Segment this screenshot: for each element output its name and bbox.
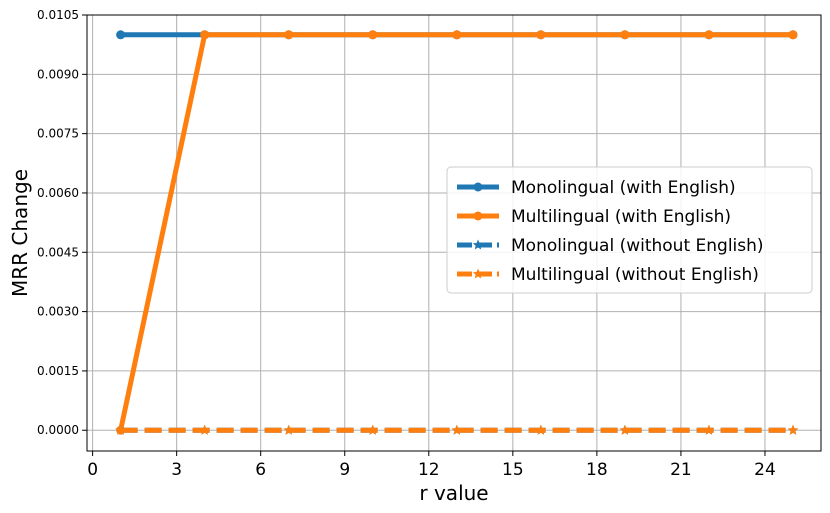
x-tick-label: 21	[670, 460, 692, 480]
x-axis-title: r value	[419, 481, 488, 505]
series-lines	[115, 30, 799, 435]
y-tick-label: 0.0045	[37, 245, 79, 259]
legend-label: Monolingual (without English)	[511, 236, 764, 256]
legend-marker	[473, 182, 483, 192]
plot-frame	[86, 14, 822, 452]
legend-label: Monolingual (with English)	[511, 178, 736, 198]
series-2	[116, 30, 798, 435]
y-tick-label: 0.0105	[37, 8, 79, 22]
legend-label: Multilingual (with English)	[511, 207, 731, 227]
x-tick-label: 6	[255, 460, 266, 480]
legend-label: Multilingual (without English)	[511, 265, 759, 285]
y-tick-label: 0.0060	[37, 186, 79, 200]
data-point	[620, 30, 630, 40]
data-point	[535, 424, 547, 435]
data-point	[619, 424, 631, 435]
data-point	[787, 424, 799, 435]
x-tick-label: 9	[339, 460, 350, 480]
data-point	[452, 30, 462, 40]
y-tick-label: 0.0030	[37, 305, 79, 319]
x-tick-label: 12	[418, 460, 440, 480]
legend-marker	[473, 211, 483, 221]
x-tick-label: 24	[754, 460, 776, 480]
data-point	[116, 30, 126, 40]
data-point	[283, 424, 294, 435]
x-tick-label: 3	[171, 460, 182, 480]
data-point	[284, 30, 294, 40]
y-tick-label: 0.0015	[37, 364, 79, 378]
y-axis-title: MRR Change	[8, 169, 32, 297]
series-4	[115, 424, 799, 435]
legend: Monolingual (with English) Multilingual (…	[446, 166, 813, 294]
data-point	[200, 30, 210, 40]
data-point	[115, 424, 126, 435]
legend-marker	[472, 268, 484, 279]
y-tick-label: 0.0075	[37, 127, 79, 141]
data-point	[199, 424, 210, 435]
data-point	[536, 30, 546, 40]
legend-box	[446, 166, 813, 294]
y-tick-label: 0.0000	[37, 423, 79, 437]
x-tick-label: 18	[586, 460, 608, 480]
data-point	[703, 424, 715, 435]
y-tick-label: 0.0090	[37, 67, 79, 81]
data-point	[367, 424, 378, 435]
data-point	[704, 30, 714, 40]
data-point	[368, 30, 378, 40]
data-point	[788, 30, 798, 40]
x-tick-label: 0	[87, 460, 98, 480]
legend-marker	[472, 239, 484, 250]
x-tick-label: 15	[502, 460, 524, 480]
axis-ticks: 0 3 6 9 12 15 18 21 24 0.0000 0.0015 0.0030 0.0045 0.…	[37, 8, 776, 480]
data-point	[451, 424, 463, 435]
